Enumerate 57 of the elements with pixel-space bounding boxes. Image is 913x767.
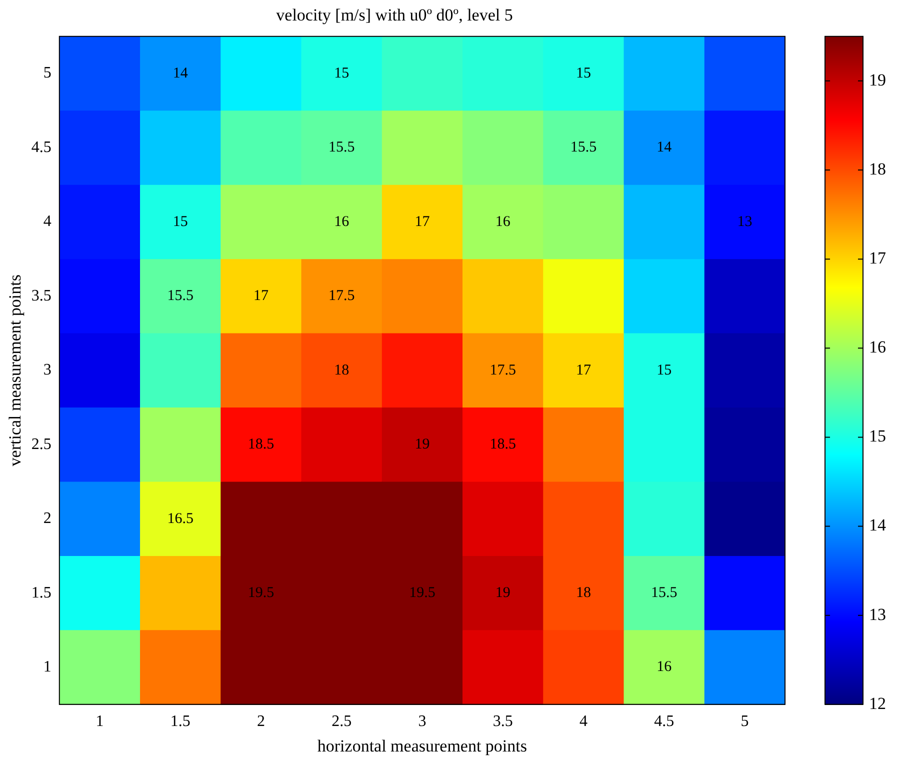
data-label: 19 [414,436,430,453]
y-tick-label: 2 [43,510,52,528]
data-label: 17 [576,362,592,378]
data-label: 15.5 [570,140,597,156]
y-tick-label: 4 [43,213,52,230]
x-tick-label: 1.5 [170,713,190,730]
data-label: 18.5 [490,436,516,453]
x-axis-title: horizontal measurement points [317,736,528,756]
data-label: 19 [495,585,510,602]
data-label: 16.5 [167,510,194,527]
y-tick-label: 1.5 [31,584,52,602]
y-tick-label: 3.5 [31,287,52,304]
data-label: 19.5 [409,585,436,602]
data-label: 18 [334,362,350,378]
data-label: 19.5 [248,585,274,602]
data-label: 16 [656,659,672,676]
data-label: 14 [656,140,672,156]
color-bar-label: 18 [869,159,886,178]
x-tick-label: 1 [96,713,104,730]
y-tick-label: 1 [43,658,52,676]
data-label: 15.5 [650,585,678,602]
x-tick-label: 2 [256,713,265,730]
y-tick-label: 2.5 [31,436,52,453]
data-label: 15.5 [167,288,194,304]
y-axis-title: vertical measurement points [6,274,25,466]
data-label: 15.5 [328,140,355,156]
color-bar-label: 16 [869,338,886,357]
color-bar-label: 15 [869,426,886,446]
color-bar-label: 12 [869,694,886,713]
x-tick-label: 3 [418,713,426,730]
color-bar-label: 17 [869,248,886,268]
data-label: 18 [576,585,591,602]
data-label: 14 [172,65,188,82]
data-label: 15 [172,214,188,230]
color-bar-label: 13 [869,604,886,624]
data-label: 16 [495,214,511,230]
y-tick-label: 5 [43,64,52,82]
data-label: 16 [334,214,350,230]
data-label: 17.5 [490,362,516,378]
data-label: 15 [576,65,591,82]
x-tick-label: 3.5 [492,713,513,730]
data-label: 17.5 [328,288,355,304]
color-bar-label: 19 [869,70,886,90]
x-tick-label: 2.5 [332,713,352,730]
y-tick-label: 4.5 [31,138,52,156]
color-bar-label: 14 [869,516,886,535]
data-label: 18.5 [248,436,274,453]
data-label: 13 [737,214,752,230]
x-tick-label: 5 [740,713,749,730]
data-label: 17 [414,214,430,230]
data-label: 17 [253,288,269,304]
data-label: 15 [656,362,672,378]
data-label: 15 [334,65,350,82]
chart-title: velocity [m/s] with u0º d0º, level 5 [276,6,513,25]
x-tick-label: 4.5 [654,713,674,730]
y-tick-label: 3 [43,362,52,379]
x-tick-label: 4 [579,713,588,730]
